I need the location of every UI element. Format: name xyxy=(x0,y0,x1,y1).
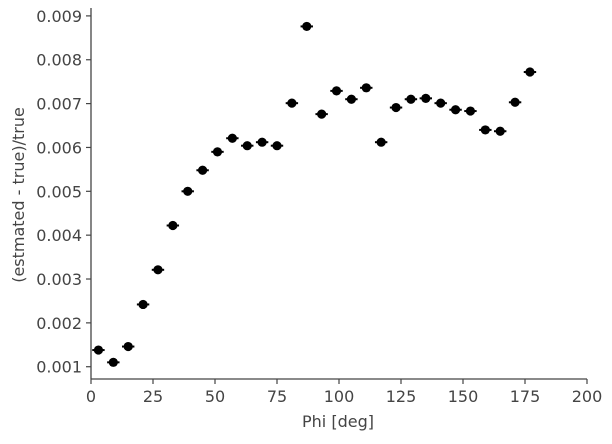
data-point xyxy=(391,102,401,113)
data-point xyxy=(302,21,312,32)
data-point xyxy=(376,137,386,147)
y-tick-label: 0.009 xyxy=(36,7,82,26)
data-point xyxy=(510,97,520,107)
x-tick-label: 200 xyxy=(572,387,603,406)
x-axis-label: Phi [deg] xyxy=(302,412,374,431)
data-point xyxy=(168,220,178,231)
data-point xyxy=(272,141,282,151)
data-points xyxy=(92,21,537,367)
x-tick-label: 150 xyxy=(448,387,479,406)
x-tick-label: 50 xyxy=(205,387,225,406)
data-point xyxy=(198,165,208,175)
x-tick-label: 75 xyxy=(267,387,287,406)
y-tick-label: 0.008 xyxy=(36,51,82,70)
data-point xyxy=(153,265,163,275)
data-point xyxy=(450,105,461,115)
data-point xyxy=(465,106,476,116)
data-point xyxy=(242,141,252,151)
data-point xyxy=(331,86,342,96)
data-point xyxy=(93,345,104,355)
ticks: 0 25 50 75 100 125 150 175 200 0.001 0.002 0.003 0.0… xyxy=(36,7,602,406)
data-point xyxy=(108,357,118,367)
data-point xyxy=(183,186,193,196)
data-point xyxy=(287,98,297,108)
y-tick-label: 0.003 xyxy=(36,270,82,289)
y-tick-label: 0.006 xyxy=(36,138,82,157)
y-tick-label: 0.005 xyxy=(36,182,82,201)
data-point xyxy=(123,341,133,352)
y-tick-label: 0.002 xyxy=(36,314,82,333)
x-tick-label: 175 xyxy=(510,387,541,406)
y-tick-label: 0.007 xyxy=(36,95,82,114)
x-tick-label: 0 xyxy=(86,387,96,406)
data-point xyxy=(480,125,490,135)
y-tick-label: 0.004 xyxy=(36,226,82,245)
x-tick-label: 25 xyxy=(143,387,163,406)
data-point xyxy=(257,137,267,147)
data-point xyxy=(346,94,356,104)
y-tick-label: 0.001 xyxy=(36,358,82,377)
data-point xyxy=(138,299,148,310)
y-axis-label: (estmated - true)/true xyxy=(9,107,28,283)
data-point xyxy=(495,126,505,136)
x-tick-label: 100 xyxy=(324,387,355,406)
data-point xyxy=(317,109,327,119)
data-point xyxy=(525,67,535,77)
data-point xyxy=(421,93,431,103)
axes xyxy=(90,8,587,380)
data-point xyxy=(436,98,446,108)
data-point xyxy=(227,133,237,143)
data-point xyxy=(361,83,371,93)
data-point xyxy=(406,94,416,104)
x-tick-label: 125 xyxy=(386,387,417,406)
data-point xyxy=(212,147,223,157)
